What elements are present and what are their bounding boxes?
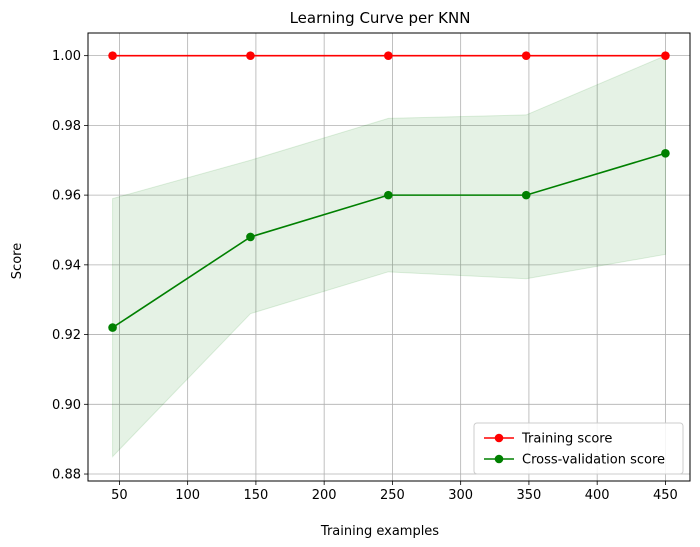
legend: Training score Cross-validation score bbox=[473, 422, 684, 475]
y-tick-label: 0.90 bbox=[52, 398, 81, 413]
data-point bbox=[246, 51, 255, 60]
data-point bbox=[384, 190, 393, 200]
data-point bbox=[661, 148, 670, 158]
data-point bbox=[661, 51, 670, 60]
y-tick-label: 0.98 bbox=[52, 119, 81, 134]
x-tick-label: 400 bbox=[585, 488, 610, 503]
confidence-bands bbox=[112, 54, 666, 458]
y-tick-label: 0.88 bbox=[52, 468, 81, 483]
series-lines bbox=[108, 51, 670, 332]
data-point bbox=[108, 323, 117, 332]
data-point bbox=[521, 51, 531, 60]
y-tick-label: 0.94 bbox=[52, 258, 81, 273]
data-point bbox=[384, 51, 393, 60]
chart-title: Learning Curve per KNN bbox=[290, 9, 471, 27]
data-point bbox=[521, 190, 531, 200]
axis-ticks: 50 100 150 200 250 300 350 400 450 0.88 0.90 0.92 0.… bbox=[52, 49, 678, 503]
x-axis-label: Training examples bbox=[320, 524, 439, 539]
data-point bbox=[246, 232, 255, 242]
legend-entry-label: Training score bbox=[521, 432, 612, 447]
legend-swatch-marker bbox=[494, 454, 504, 464]
plot-frame bbox=[87, 32, 691, 482]
x-tick-label: 150 bbox=[243, 488, 268, 503]
legend-box bbox=[473, 422, 684, 475]
band-1 bbox=[112, 54, 666, 458]
y-tick-label: 0.96 bbox=[52, 189, 81, 204]
x-tick-label: 200 bbox=[312, 488, 337, 503]
x-tick-label: 100 bbox=[175, 488, 200, 503]
x-tick-label: 250 bbox=[380, 488, 405, 503]
y-axis-label: Score bbox=[10, 243, 25, 279]
x-tick-label: 300 bbox=[448, 488, 473, 503]
x-tick-label: 350 bbox=[517, 488, 542, 503]
legend-entry-label: Cross-validation score bbox=[522, 453, 665, 468]
legend-swatch-marker bbox=[494, 433, 504, 443]
x-tick-label: 450 bbox=[653, 488, 678, 503]
y-tick-label: 0.92 bbox=[52, 328, 81, 343]
y-tick-label: 1.00 bbox=[52, 49, 81, 64]
data-point bbox=[108, 51, 117, 60]
x-tick-label: 50 bbox=[111, 488, 128, 503]
